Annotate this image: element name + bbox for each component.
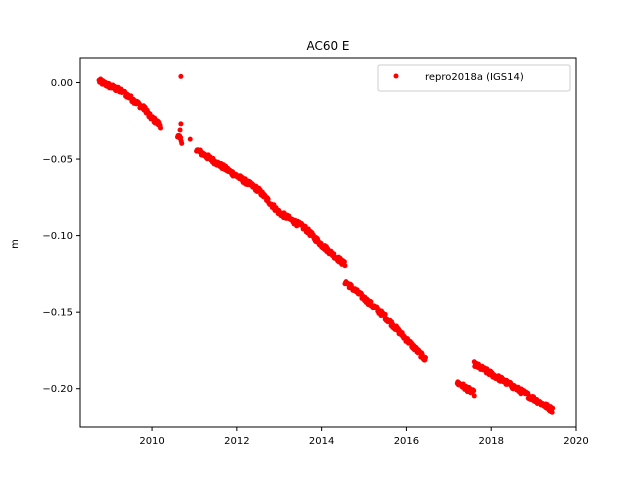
data-point — [179, 140, 185, 146]
data-point — [177, 127, 183, 133]
plot-frame — [79, 57, 577, 428]
x-tick-label: 2020 — [563, 436, 588, 447]
data-point — [423, 355, 428, 360]
data-point — [550, 405, 556, 411]
y-tick-label: −0.15 — [42, 308, 73, 319]
legend-box — [377, 64, 571, 92]
data-point — [342, 263, 348, 269]
y-tick-label: −0.05 — [42, 155, 73, 166]
legend-label: repro2018a (IGS14) — [425, 72, 524, 83]
x-tick-label: 2012 — [224, 436, 249, 447]
x-tick-label: 2010 — [139, 436, 164, 447]
legend-marker — [393, 73, 399, 79]
data-point — [471, 393, 477, 399]
y-tick-label: 0.00 — [51, 78, 73, 89]
y-axis-label: m — [10, 239, 21, 249]
y-tick-label: −0.20 — [42, 384, 73, 395]
data-points — [96, 73, 556, 415]
x-tick-label: 2016 — [394, 436, 419, 447]
chart-title: AC60 E — [306, 39, 349, 53]
data-point — [187, 136, 193, 142]
axes: 2010 2012 2014 2016 2018 2020 0.00 −0.05 −0.10 −0… — [42, 57, 589, 447]
data-point — [178, 121, 184, 127]
y-tick-label: −0.10 — [42, 231, 73, 242]
data-point — [549, 409, 555, 415]
data-point — [158, 125, 164, 131]
x-tick-label: 2014 — [309, 436, 334, 447]
data-point — [341, 259, 347, 265]
data-point — [382, 311, 388, 317]
legend: repro2018a (IGS14) — [377, 64, 571, 92]
data-point — [178, 73, 184, 79]
data-point — [471, 388, 477, 394]
x-tick-label: 2018 — [478, 436, 503, 447]
